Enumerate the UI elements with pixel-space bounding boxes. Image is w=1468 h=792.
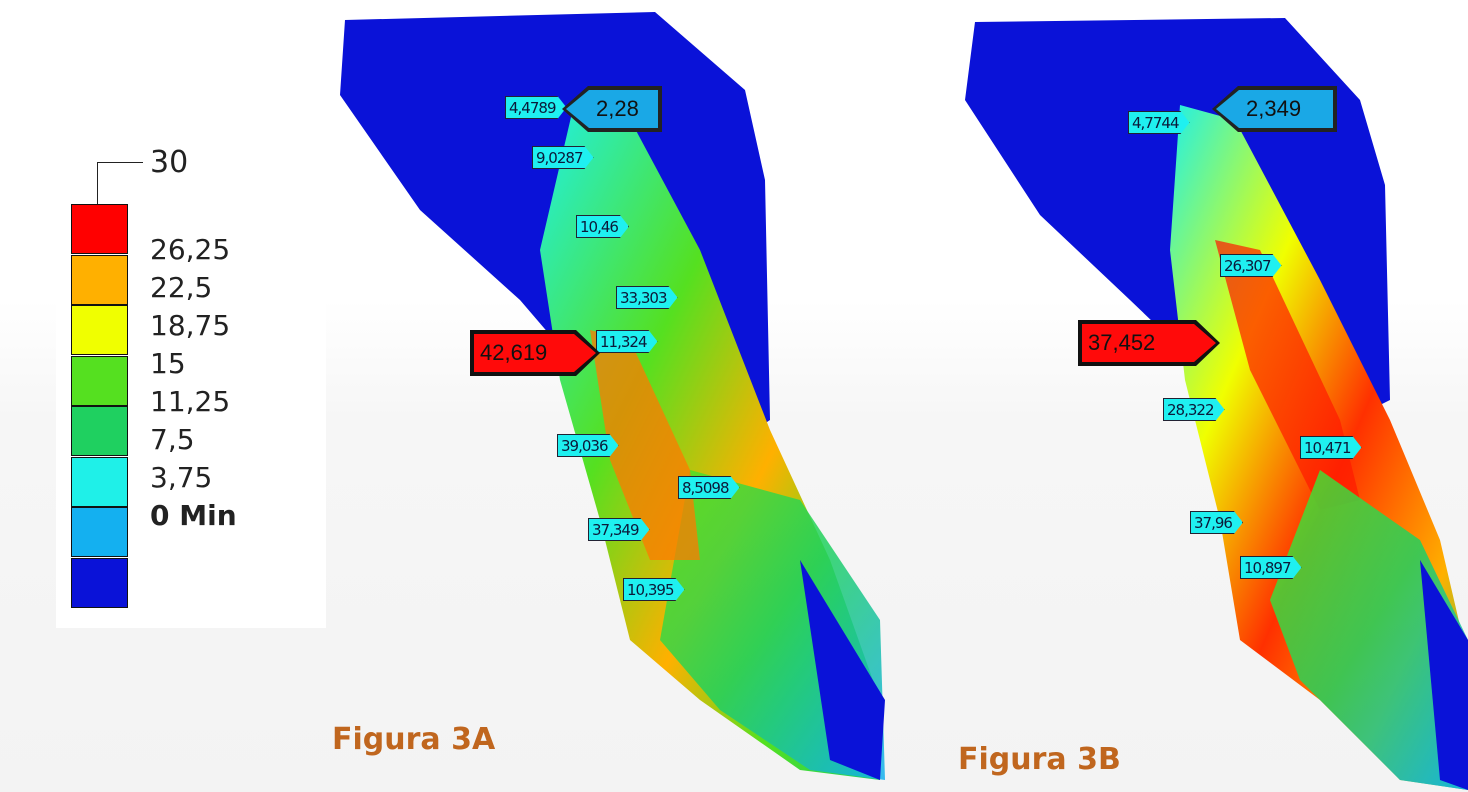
model-a-orange-band xyxy=(590,330,700,560)
probe-a-9: 10,395 xyxy=(623,578,685,601)
probe-b-2: 26,307 xyxy=(1220,254,1282,277)
legend-label: 0 Min xyxy=(150,499,237,532)
probe-a-3: 10,46 xyxy=(576,215,629,238)
probe-a-2: 9,0287 xyxy=(532,146,594,169)
max-flag-a-value: 42,619 xyxy=(474,334,596,372)
caption-figure-b: Figura 3B xyxy=(958,742,1121,777)
legend-swatch xyxy=(71,305,128,355)
legend-swatch xyxy=(71,557,128,608)
min-flag-a-value: 2,28 xyxy=(566,90,658,128)
legend-label: 7,5 xyxy=(150,423,195,456)
probe-a-1: 4,4789 xyxy=(505,96,567,119)
legend-max-tick xyxy=(97,162,143,163)
max-flag-b-value: 37,452 xyxy=(1082,324,1216,362)
probe-a-6: 39,036 xyxy=(557,434,619,457)
legend-max-line xyxy=(97,162,98,206)
probe-a-8: 37,349 xyxy=(588,518,650,541)
legend-swatch xyxy=(71,204,128,254)
max-flag-b: 37,452 xyxy=(1078,320,1220,366)
probe-b-6: 10,897 xyxy=(1240,556,1302,579)
model-b-edge xyxy=(1420,560,1468,790)
min-flag-b-value: 2,349 xyxy=(1216,90,1333,128)
legend-swatch xyxy=(71,355,128,406)
model-b-tip xyxy=(1270,470,1468,790)
probe-b-3: 28,322 xyxy=(1163,398,1225,421)
legend-swatch xyxy=(71,406,128,456)
legend-label: 18,75 xyxy=(150,309,231,342)
legend-label: 11,25 xyxy=(150,385,231,418)
legend-label: 26,25 xyxy=(150,233,231,266)
caption-figure-a: Figura 3A xyxy=(332,722,496,757)
legend-swatch xyxy=(71,507,128,557)
model-a-edge xyxy=(800,560,885,780)
max-flag-a: 42,619 xyxy=(470,330,600,376)
probe-a-5: 11,324 xyxy=(596,330,658,353)
legend-swatch xyxy=(71,456,128,507)
legend-label: 3,75 xyxy=(150,461,213,494)
legend-swatch xyxy=(71,254,128,305)
legend-label: 22,5 xyxy=(150,271,213,304)
probe-b-1: 4,7744 xyxy=(1128,111,1190,134)
probe-b-4: 10,471 xyxy=(1300,436,1362,459)
legend-max-label: 30 xyxy=(150,145,189,180)
probe-b-5: 37,96 xyxy=(1190,511,1243,534)
min-flag-b: 2,349 xyxy=(1212,86,1337,132)
probe-a-7: 8,5098 xyxy=(678,476,740,499)
probe-a-4: 33,303 xyxy=(616,286,678,309)
model-a xyxy=(340,12,885,780)
legend-label: 15 xyxy=(150,347,186,380)
